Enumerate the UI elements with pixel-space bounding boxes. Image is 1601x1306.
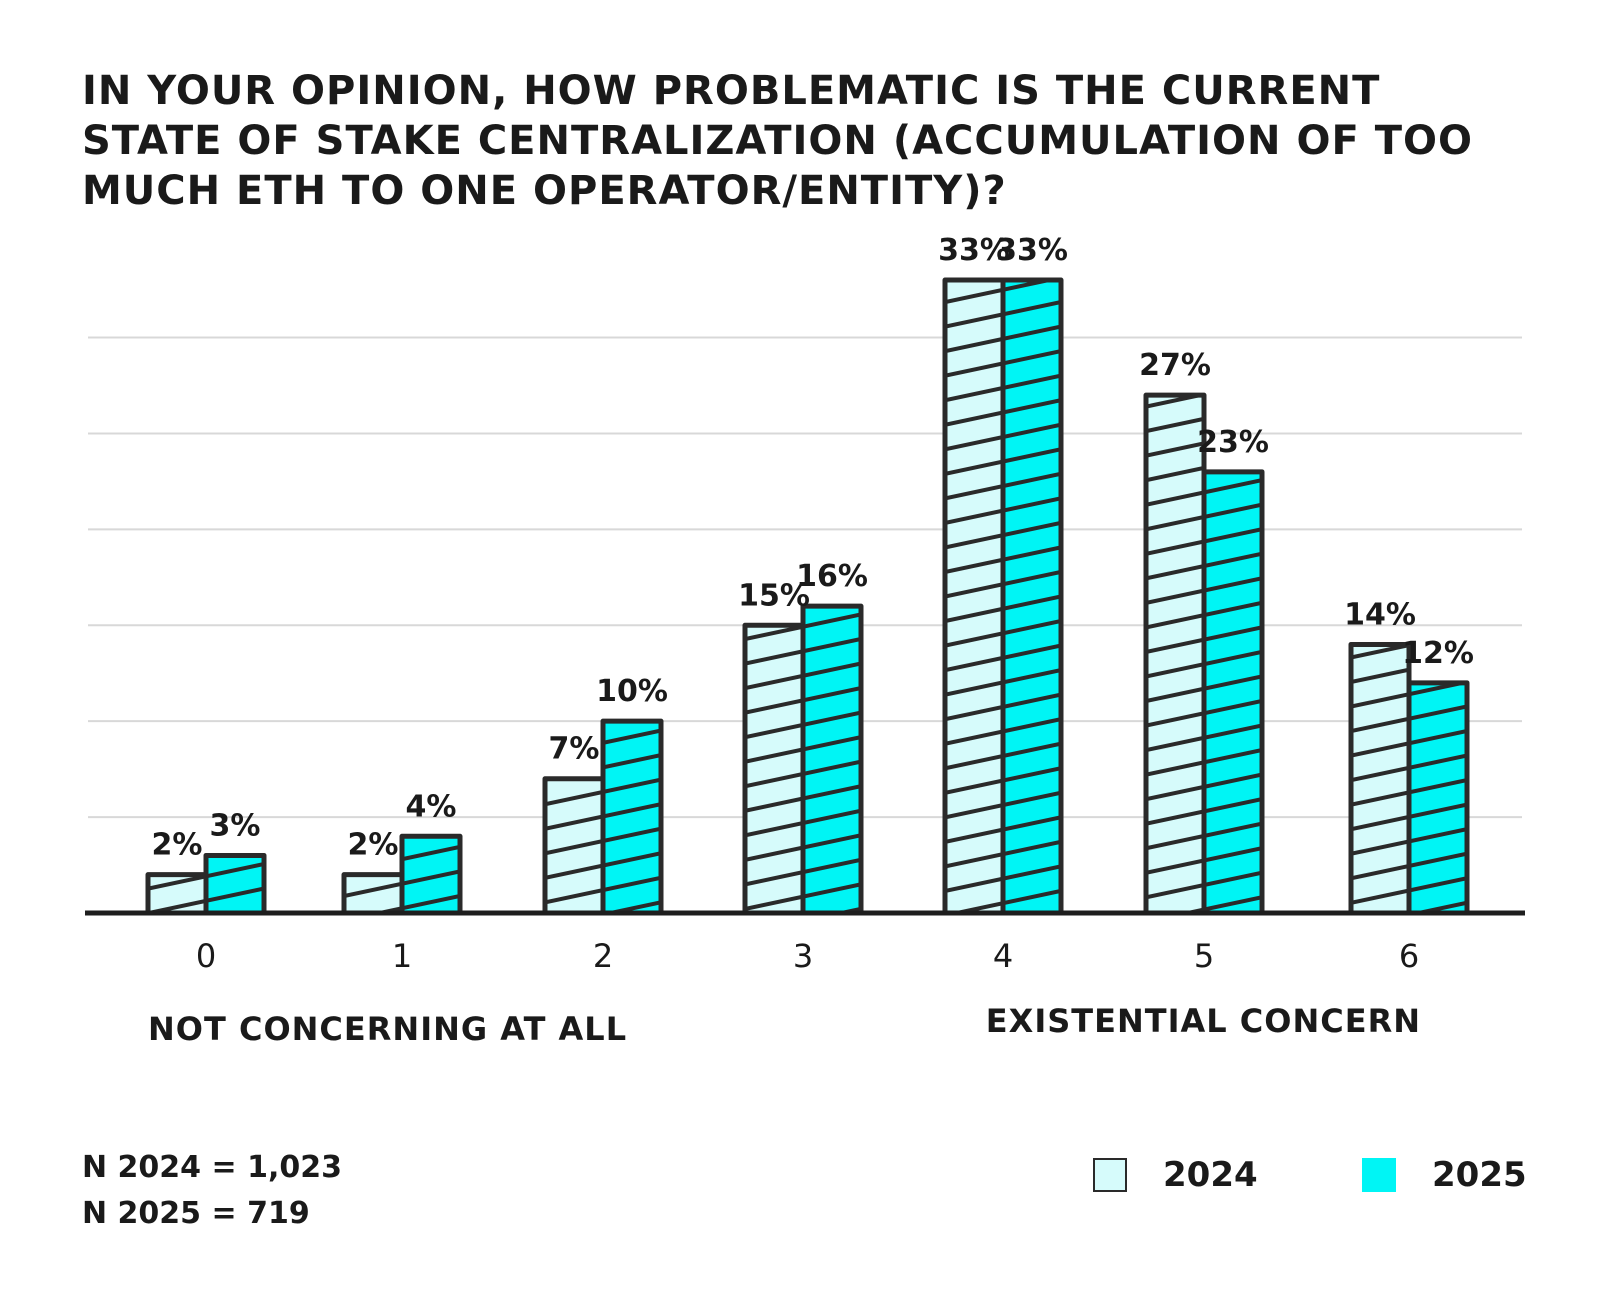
bar-hatch-2024-4 — [942, 277, 1006, 916]
chart-title: In your opinion, how problematic is the … — [82, 68, 1473, 214]
value-label-2024-2: 7% — [549, 732, 600, 767]
legend-swatch-2024 — [1093, 1158, 1127, 1192]
legend-label-2024: 2024 — [1163, 1155, 1258, 1195]
sample-size-2024: N 2024 = 1,023 — [82, 1150, 342, 1185]
bar-hatch-2025-0 — [203, 852, 267, 916]
x-tick-labels: 0 1 2 3 4 5 6 — [196, 937, 1419, 975]
value-label-2024-5: 27% — [1139, 348, 1211, 383]
bar-hatch-2025-5 — [1201, 469, 1265, 916]
value-label-2025-0: 3% — [210, 808, 261, 843]
value-label-2025-1: 4% — [406, 789, 457, 824]
value-label-2025-2: 10% — [596, 674, 668, 709]
value-label-2024-0: 2% — [152, 828, 203, 863]
value-label-2024-4: 33% — [938, 233, 1010, 268]
bar-hatch-2024-2 — [542, 776, 606, 916]
scale-low-label: Not concerning at all — [148, 1010, 628, 1048]
bar-hatch-2025-3 — [800, 603, 864, 916]
x-tick-label-5: 5 — [1194, 937, 1214, 975]
x-tick-label-0: 0 — [196, 937, 216, 975]
x-tick-label-6: 6 — [1399, 937, 1419, 975]
value-label-2025-5: 23% — [1197, 425, 1269, 460]
bar-hatch-2025-1 — [399, 833, 463, 916]
scale-high-label-text: Existential concern — [985, 1002, 1421, 1040]
bar-hatch-2024-0 — [145, 872, 209, 916]
bar-hatch-2025-4 — [1000, 277, 1064, 916]
scale-high-label: Existential concern — [986, 1002, 1421, 1040]
legend-label-2025: 2025 — [1432, 1155, 1527, 1195]
x-tick-label-3: 3 — [793, 937, 813, 975]
x-tick-label-4: 4 — [993, 937, 1013, 975]
bar-hatch-2024-3 — [742, 622, 806, 916]
bar-hatch-2024-1 — [341, 872, 405, 916]
legend-item-2025: 2025 — [1362, 1155, 1527, 1195]
value-label-2025-6: 12% — [1402, 636, 1474, 671]
value-label-2024-3: 15% — [738, 578, 810, 613]
legend-item-2024: 2024 — [1093, 1155, 1258, 1195]
value-label-2025-3: 16% — [796, 559, 868, 594]
value-label-2025-4: 33% — [996, 233, 1068, 268]
gridlines — [88, 336, 1522, 819]
bar-hatch-2024-6 — [1348, 641, 1412, 916]
bar-hatch-2024-5 — [1143, 392, 1207, 916]
value-label-2024-1: 2% — [348, 828, 399, 863]
x-tick-label-2: 2 — [593, 937, 613, 975]
bar-hatch-2025-2 — [600, 718, 664, 916]
x-tick-label-1: 1 — [392, 937, 412, 975]
bars — [145, 277, 1470, 916]
bar-hatch-2025-6 — [1406, 680, 1470, 916]
value-label-2024-6: 14% — [1344, 597, 1416, 632]
sample-size-2025: N 2025 = 719 — [82, 1196, 310, 1231]
value-labels: 2%3%2%4%7%10%15%16%33%33%27%23%14%12% — [152, 233, 1474, 863]
legend-swatch-2025 — [1362, 1158, 1396, 1192]
